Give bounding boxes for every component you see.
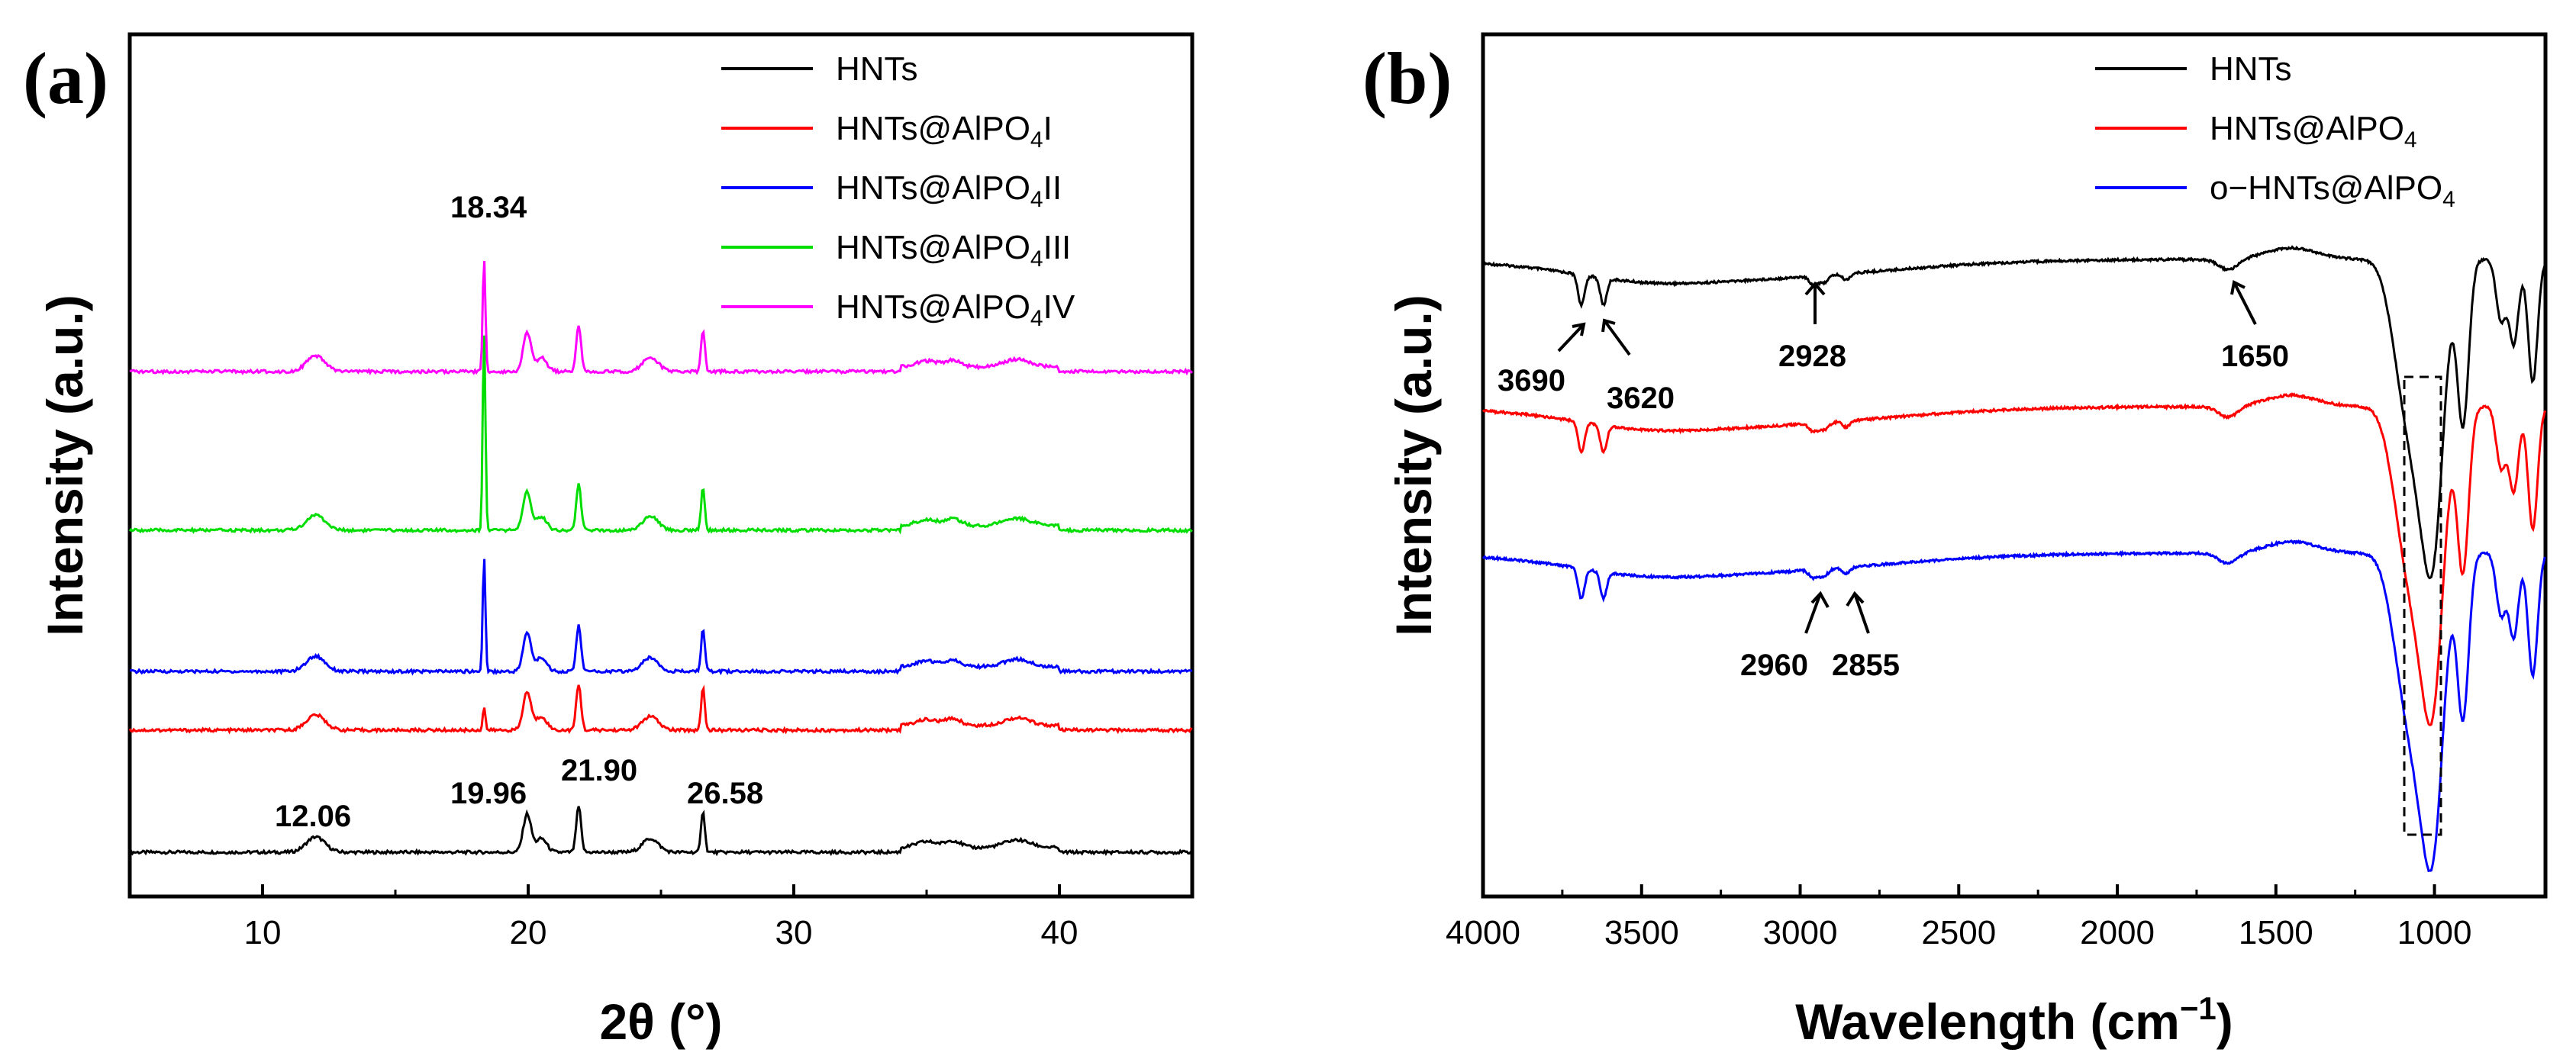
annot-a-19-96: 19.96 xyxy=(450,777,527,810)
b-xtick-label-3500: 3500 xyxy=(1604,914,1679,951)
b-series-o-HNTs@AlPO4 xyxy=(1481,539,2546,873)
panel-b-x-ticks: 4000 3500 3000 2500 2000 1500 1000 xyxy=(1446,884,2472,951)
annot-b-2928: 2928 xyxy=(1778,340,1846,373)
a-xtick-label-30: 30 xyxy=(775,914,813,951)
annot-b-2960: 2960 xyxy=(1740,649,1808,682)
annot-a-26-58: 26.58 xyxy=(687,777,763,810)
a-series-HNTs xyxy=(128,806,1194,857)
arrow-3620-head xyxy=(1601,318,1616,333)
a-series-HNTs@AlPO4IV xyxy=(129,260,1194,376)
annot-a-18-34: 18.34 xyxy=(450,191,527,224)
panel-b-series xyxy=(1481,245,2547,873)
panel-b-legend: HNTs HNTs@AlPO4 o−HNTs@AlPO4 xyxy=(2095,50,2455,212)
annot-b-1650: 1650 xyxy=(2221,340,2289,373)
arrow-2855 xyxy=(1853,593,1870,634)
b-series-HNTs@AlPO4 xyxy=(1481,392,2547,726)
annot-a-21-90: 21.90 xyxy=(561,754,637,787)
a-series-HNTs@AlPO4III xyxy=(128,335,1193,535)
b-xtick-label-3000: 3000 xyxy=(1763,914,1838,951)
panel-b-label: (b) xyxy=(1362,37,1452,119)
b-xtick-label-1000: 1000 xyxy=(2397,914,2472,951)
b-xtick-label-2000: 2000 xyxy=(2080,914,2155,951)
a-xtick-label-10: 10 xyxy=(244,914,282,951)
b-xtick-label-1500: 1500 xyxy=(2239,914,2313,951)
arrow-1650 xyxy=(2233,282,2257,325)
b-legend-label-o-HNTs@AlPO4: o−HNTs@AlPO4 xyxy=(2210,169,2455,212)
a-legend-label-HNTs: HNTs xyxy=(836,50,918,88)
arrow-2960-head xyxy=(1810,591,1830,608)
annot-b-2855: 2855 xyxy=(1832,649,1900,682)
arrow-1650-head xyxy=(2230,280,2246,295)
panel-b-highlight-box xyxy=(2403,375,2442,836)
panel-b-y-axis-title: Intensity (a.u.) xyxy=(1385,295,1442,636)
b-legend-label-HNTs@AlPO4: HNTs@AlPO4 xyxy=(2210,110,2417,153)
arrow-2960 xyxy=(1804,593,1822,634)
b-series-HNTs xyxy=(1481,245,2547,580)
panel-a-label: (a) xyxy=(23,37,108,119)
panel-a-legend: HNTs HNTs@AlPO4I HNTs@AlPO4II HNTs@AlPO4III… xyxy=(721,50,1075,331)
panel-b-frame xyxy=(1481,32,2548,899)
panel-a-frame xyxy=(127,32,1195,899)
panel-b-x-axis-title: Wavelength (cm−1) xyxy=(1795,990,2233,1050)
arrow-2855-head xyxy=(1846,591,1865,607)
a-legend-label-HNTs@AlPO4I: HNTs@AlPO4I xyxy=(836,110,1053,153)
panel-a-x-ticks: 10 20 30 40 xyxy=(244,884,1078,951)
a-legend-label-HNTs@AlPO4III: HNTs@AlPO4III xyxy=(836,229,1071,272)
annot-b-3690: 3690 xyxy=(1498,364,1565,398)
annot-a-12-06: 12.06 xyxy=(275,800,351,833)
panel-a-y-axis-title: Intensity (a.u.) xyxy=(37,295,93,636)
a-xtick-label-40: 40 xyxy=(1041,914,1078,951)
a-series-HNTs@AlPO4I xyxy=(128,684,1193,735)
annot-b-3620: 3620 xyxy=(1607,381,1675,415)
panel-b-plot: 4000 3500 3000 2500 2000 1500 1000 xyxy=(1446,32,2548,951)
arrow-3620 xyxy=(1603,319,1631,356)
a-xtick-label-20: 20 xyxy=(510,914,547,951)
panel-a-plot: 10 20 30 40 xyxy=(127,32,1195,951)
a-legend-label-HNTs@AlPO4IV: HNTs@AlPO4IV xyxy=(836,288,1075,331)
panel-b-arrows xyxy=(1557,280,2257,634)
b-xtick-label-2500: 2500 xyxy=(1921,914,1996,951)
arrow-2928-head xyxy=(1804,281,1826,296)
panel-a-series xyxy=(128,260,1194,857)
a-legend-label-HNTs@AlPO4II: HNTs@AlPO4II xyxy=(836,169,1062,212)
arrow-3690 xyxy=(1557,323,1585,352)
a-series-HNTs@AlPO4II xyxy=(129,558,1193,676)
b-xtick-label-4000: 4000 xyxy=(1446,914,1520,951)
arrow-3690-head xyxy=(1572,322,1586,336)
b-legend-label-HNTs: HNTs xyxy=(2210,50,2292,88)
panel-a-x-axis-title: 2θ (°) xyxy=(599,993,722,1050)
